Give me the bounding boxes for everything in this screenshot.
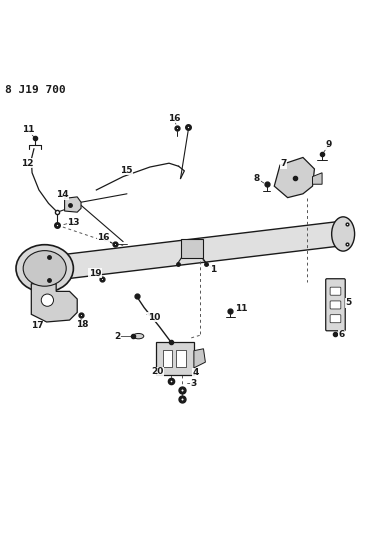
FancyBboxPatch shape [330, 301, 341, 309]
Text: 19: 19 [89, 269, 101, 278]
Polygon shape [65, 197, 81, 212]
Polygon shape [194, 349, 205, 368]
FancyBboxPatch shape [326, 279, 345, 331]
FancyBboxPatch shape [162, 350, 172, 367]
Text: 12: 12 [21, 159, 34, 168]
Polygon shape [31, 284, 77, 322]
Text: 14: 14 [56, 190, 69, 199]
Text: 16: 16 [168, 114, 180, 123]
FancyBboxPatch shape [156, 342, 194, 375]
Text: 8: 8 [254, 174, 260, 183]
Text: 5: 5 [346, 298, 352, 308]
Text: 13: 13 [67, 218, 79, 227]
Text: 6: 6 [338, 330, 344, 339]
FancyBboxPatch shape [330, 314, 341, 323]
Polygon shape [313, 173, 322, 184]
Ellipse shape [23, 251, 66, 286]
FancyBboxPatch shape [182, 239, 202, 257]
Text: 1: 1 [210, 265, 216, 273]
Ellipse shape [16, 245, 73, 292]
Text: 15: 15 [120, 166, 132, 175]
Text: 9: 9 [326, 140, 332, 149]
Text: 2: 2 [114, 332, 121, 341]
Text: 17: 17 [31, 321, 43, 330]
Text: 3: 3 [191, 378, 197, 387]
FancyBboxPatch shape [330, 287, 341, 295]
FancyBboxPatch shape [176, 350, 186, 367]
Text: 20: 20 [151, 367, 164, 376]
Text: 10: 10 [147, 312, 160, 321]
Text: 4: 4 [193, 368, 199, 377]
Polygon shape [49, 222, 339, 280]
Text: 16: 16 [97, 233, 109, 243]
Ellipse shape [57, 253, 67, 280]
Text: 11: 11 [22, 125, 35, 134]
Circle shape [41, 294, 53, 306]
Text: 8 J19 700: 8 J19 700 [5, 85, 65, 95]
Text: 18: 18 [76, 320, 88, 329]
Ellipse shape [332, 217, 354, 251]
Text: 7: 7 [281, 159, 287, 168]
Ellipse shape [133, 334, 144, 339]
Text: 11: 11 [235, 304, 247, 313]
Polygon shape [274, 157, 314, 198]
